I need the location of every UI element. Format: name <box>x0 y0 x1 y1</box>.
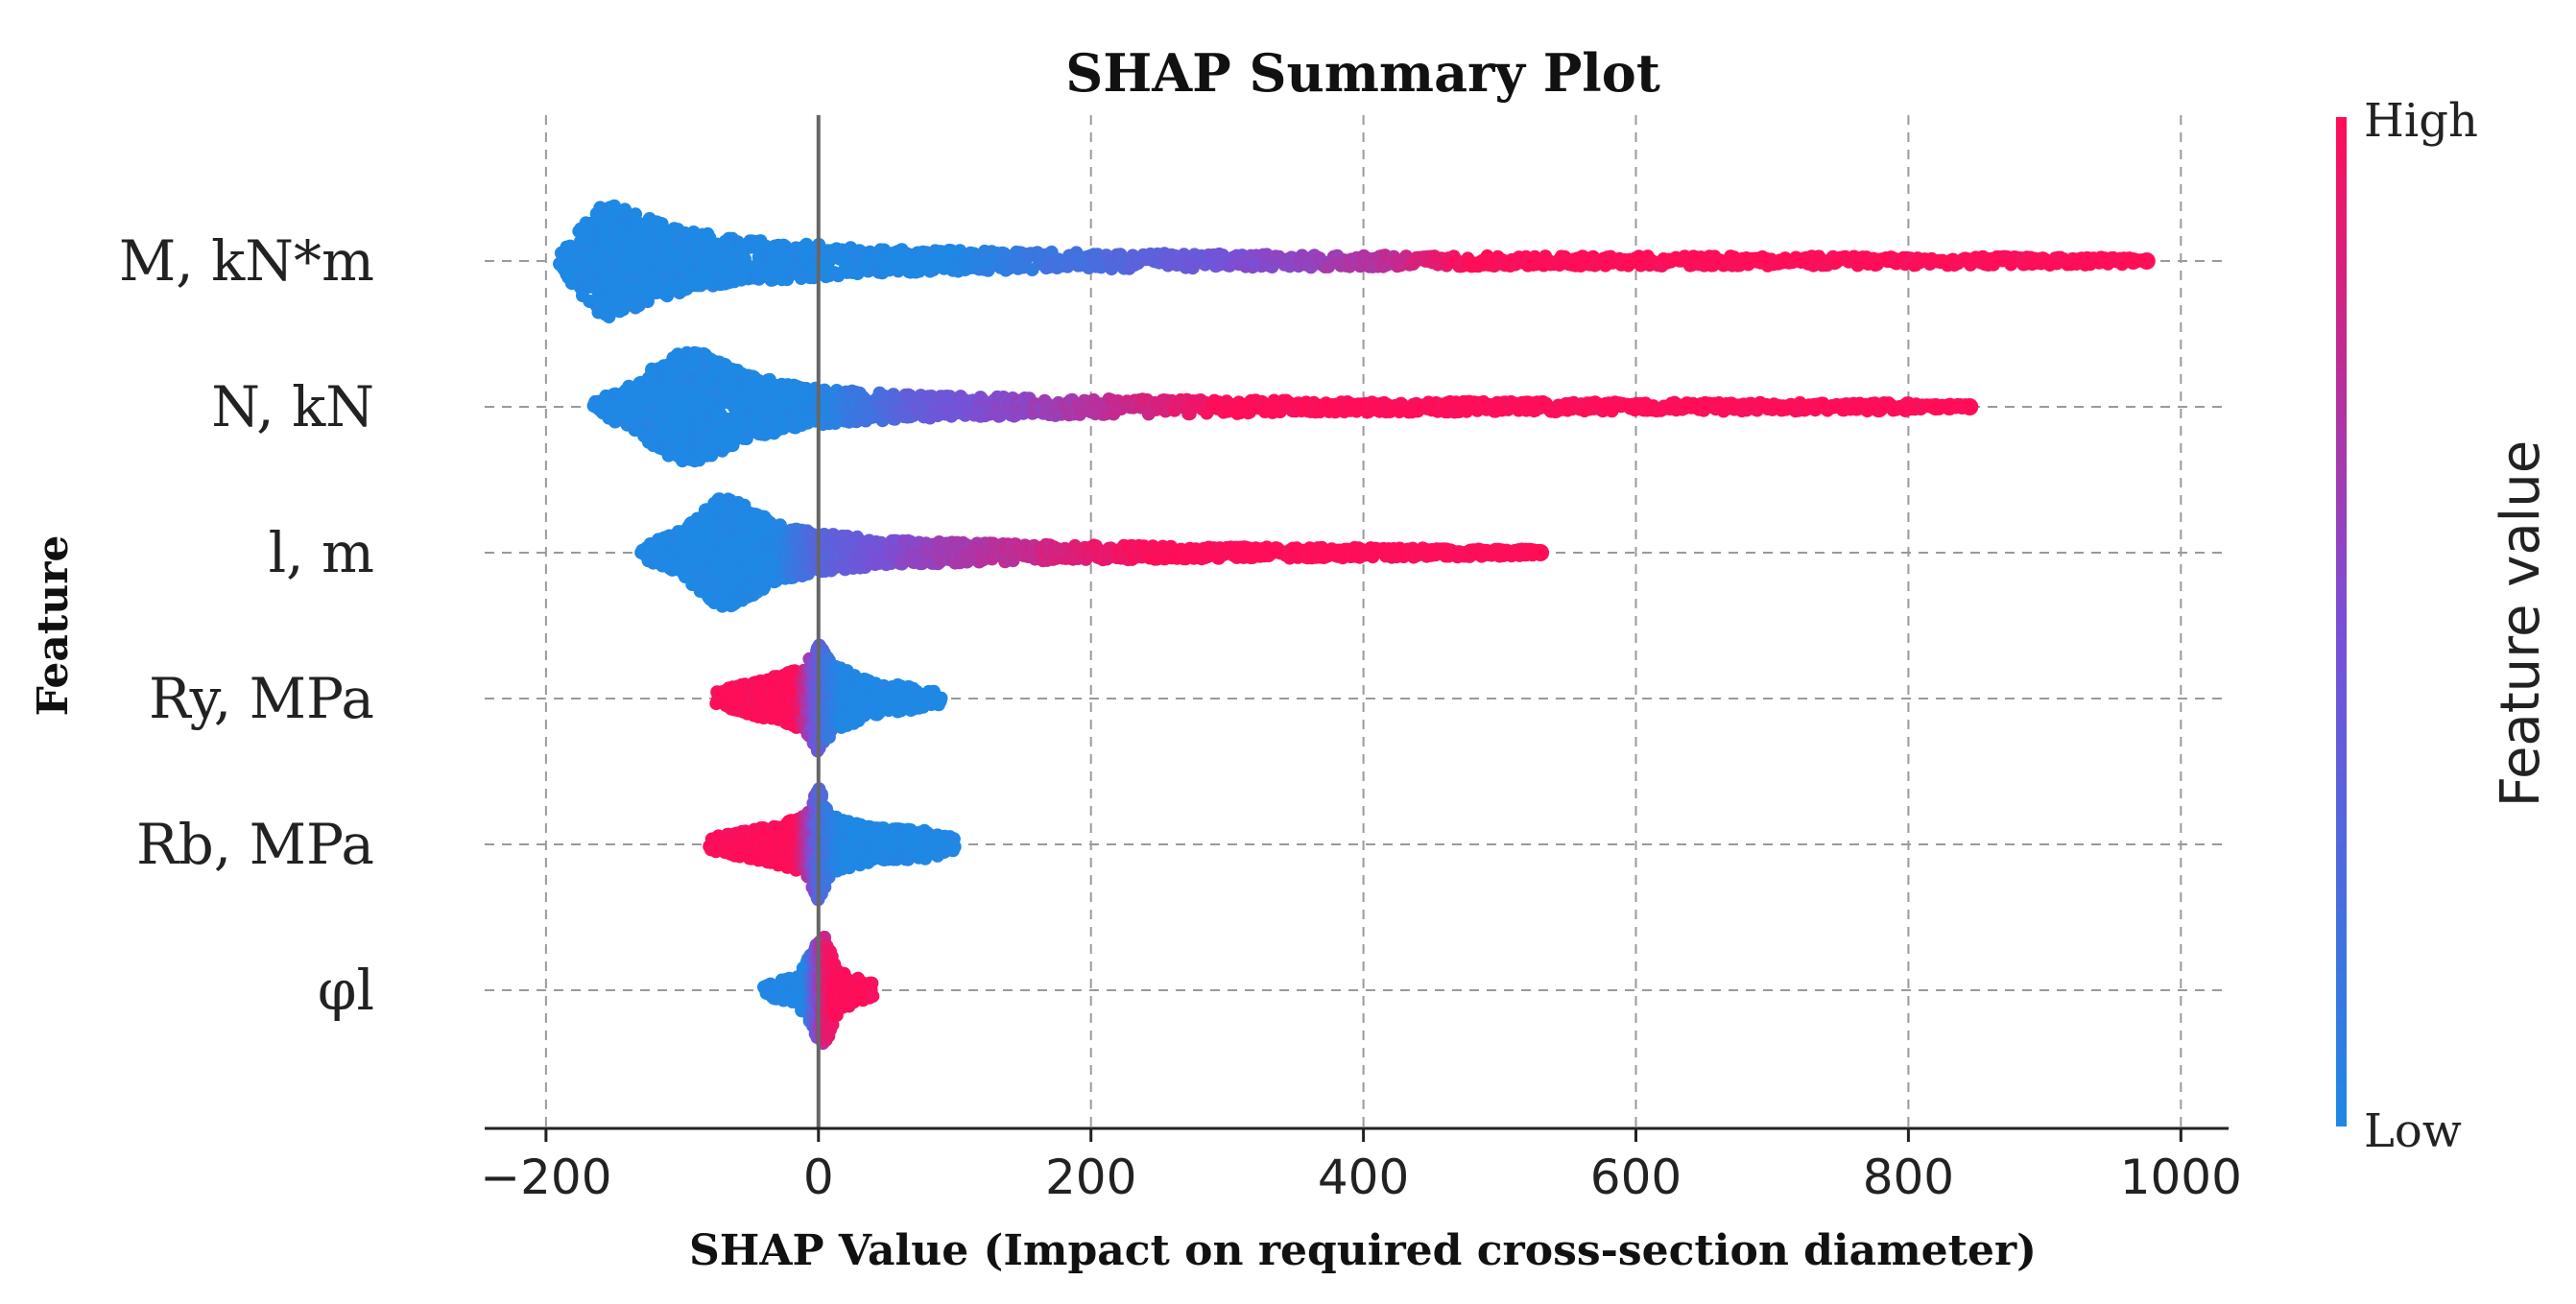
shap-outlier-point <box>1961 398 1979 415</box>
shap-outlier-point <box>1941 398 1958 415</box>
feature-row-points <box>586 345 1979 468</box>
shap-point <box>629 207 643 222</box>
shap-outlier-point <box>2137 252 2156 270</box>
feature-row-points <box>634 492 1550 613</box>
feature-row-points <box>553 199 2156 324</box>
beeswarm-points <box>553 199 2156 1051</box>
